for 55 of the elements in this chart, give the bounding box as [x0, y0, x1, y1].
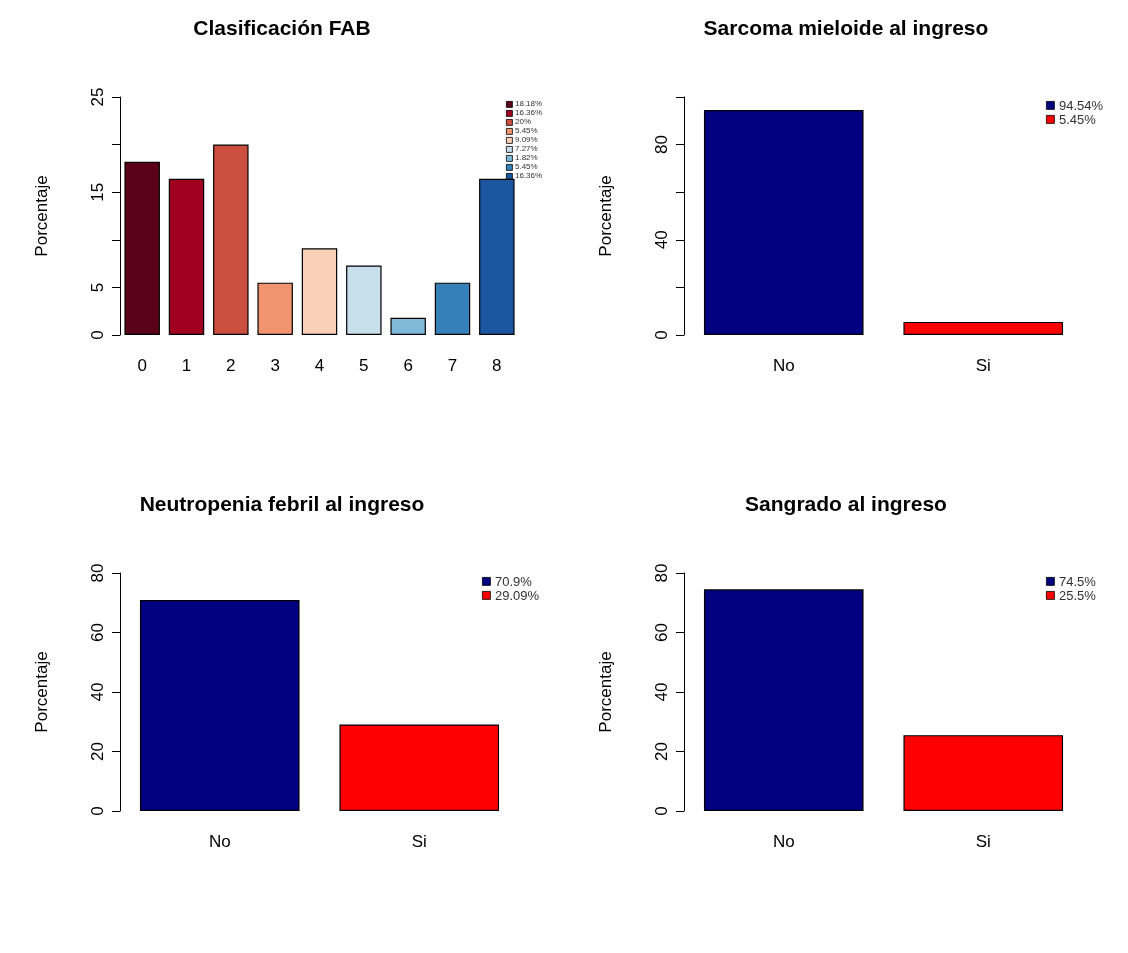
y-tick-label: 80	[652, 563, 671, 583]
x-tick-label: Si	[975, 832, 991, 851]
chart-title: Sangrado al ingreso	[745, 492, 947, 515]
legend-label: 9.09%	[515, 135, 538, 144]
y-tick-label: 25	[88, 87, 107, 107]
x-tick-label: 8	[492, 356, 502, 375]
chart-title: Neutropenia febril al ingreso	[139, 492, 425, 515]
legend-label: 5.45%	[515, 162, 538, 171]
legend-label: 16.36%	[515, 171, 543, 180]
y-tick-label: 0	[88, 806, 107, 816]
y-tick-label: 20	[652, 742, 671, 761]
y-tick-label: 15	[88, 182, 107, 202]
y-tick-label: 0	[652, 330, 671, 340]
x-tick-label: Si	[975, 356, 991, 375]
x-tick-label: 7	[447, 356, 458, 375]
legend-label: 5.45%	[515, 126, 538, 135]
legend-label: 20%	[515, 117, 532, 126]
x-tick-label: 1	[181, 356, 192, 375]
y-tick-label: 40	[88, 682, 107, 702]
x-tick-label: 4	[314, 356, 325, 375]
legend-label: 29.09%	[495, 588, 540, 603]
legend-label: 1.82%	[515, 153, 538, 162]
legend-label: 25.5%	[1059, 588, 1097, 603]
y-tick-label: 0	[88, 330, 107, 340]
y-axis-title: Porcentaje	[32, 175, 51, 257]
legend-label: 16.36%	[515, 108, 543, 117]
x-tick-label: 0	[137, 356, 147, 375]
y-tick-label: 80	[652, 135, 671, 155]
x-tick-label: Si	[411, 832, 427, 851]
y-tick-label: 20	[88, 742, 107, 761]
x-tick-label: 6	[403, 356, 413, 375]
x-tick-label: No	[208, 832, 231, 851]
legend-label: 7.27%	[515, 144, 538, 153]
y-tick-label: 60	[652, 623, 671, 642]
x-tick-label: No	[772, 832, 795, 851]
y-tick-label: 0	[652, 806, 671, 816]
legend-label: 70.9%	[495, 574, 533, 589]
y-tick-label: 60	[88, 623, 107, 642]
y-axis-title: Porcentaje	[32, 651, 51, 733]
x-tick-label: 2	[226, 356, 236, 375]
y-tick-label: 80	[88, 563, 107, 583]
chart-title: Clasificación FAB	[193, 16, 371, 39]
chart-title: Sarcoma mieloide al ingreso	[703, 16, 989, 39]
x-tick-label: 3	[270, 356, 280, 375]
y-tick-label: 40	[652, 230, 671, 250]
y-axis-title: Porcentaje	[596, 651, 615, 733]
legend-label: 74.5%	[1059, 574, 1097, 589]
x-tick-label: 5	[359, 356, 369, 375]
legend-label: 18.18%	[515, 99, 543, 108]
y-tick-label: 40	[652, 682, 671, 702]
legend-label: 94.54%	[1059, 98, 1104, 113]
y-tick-label: 5	[88, 282, 107, 293]
legend-label: 5.45%	[1059, 112, 1097, 127]
x-tick-label: No	[772, 356, 795, 375]
y-axis-title: Porcentaje	[596, 175, 615, 257]
